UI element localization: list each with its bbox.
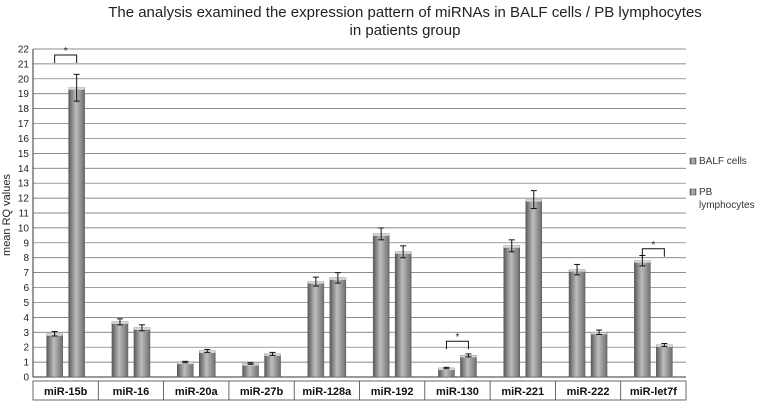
bar-balf-cells [568, 269, 586, 378]
significance-star: * [455, 332, 459, 343]
bar-pb-lymphocytes [525, 199, 542, 378]
category-label: miR-20a [175, 386, 219, 398]
category-label: miR-let7f [630, 386, 677, 398]
y-tick-label: 18 [18, 104, 30, 115]
legend-label-pb: PB lymphocytes [699, 187, 755, 211]
bar-pb-lymphocytes [656, 344, 673, 378]
y-tick-label: 13 [18, 179, 30, 190]
y-tick-label: 12 [18, 194, 30, 205]
y-tick-label: 20 [18, 74, 30, 85]
significance-bracket [445, 340, 469, 350]
bar-balf-cells [242, 363, 259, 378]
category-labels: miR-15b miR-16 miR-20a miR-27b miR-128a miR-1… [32, 380, 687, 401]
legend-label-pb-line-1: PB [699, 187, 713, 198]
y-tick-label: 4 [23, 313, 29, 324]
y-tick-label: 15 [18, 149, 30, 160]
y-tick-label: 9 [23, 238, 29, 249]
y-tick-label: 17 [18, 119, 30, 130]
category-label: miR-222 [567, 386, 610, 398]
category-label: miR-130 [436, 386, 479, 398]
significance-bracket [54, 54, 78, 63]
y-tick-label: 8 [23, 253, 29, 264]
bar-balf-cells [111, 321, 129, 378]
bar-pb-lymphocytes [68, 87, 85, 378]
bar-balf-cells [307, 281, 325, 378]
legend-swatch-pb [689, 188, 697, 196]
category-label: miR-128a [302, 386, 352, 398]
y-tick-label: 16 [18, 134, 30, 145]
bar-pb-lymphocytes [394, 251, 412, 378]
bars [46, 87, 673, 378]
legend-label-pb-line-2: lymphocytes [699, 200, 755, 211]
bar-pb-lymphocytes [133, 327, 151, 378]
bar-pb-lymphocytes [590, 332, 608, 378]
legend-swatch-balf [689, 157, 697, 165]
grid-lines [32, 48, 686, 378]
y-tick-label: 19 [18, 89, 30, 100]
legend: BALF cells PB lymphocytes [689, 156, 755, 211]
y-tick-label: 21 [18, 59, 30, 70]
significance-bracket [641, 248, 665, 257]
y-tick-label: 1 [23, 358, 29, 369]
y-axis-label: mean RQ values [1, 174, 13, 256]
significance-star: * [651, 240, 655, 251]
category-label: miR-15b [44, 386, 88, 398]
significance-star: * [64, 46, 68, 57]
y-tick-label: 11 [19, 209, 30, 220]
legend-label-balf: BALF cells [699, 156, 747, 167]
bar-pb-lymphocytes [199, 350, 216, 378]
bar-pb-lymphocytes [329, 277, 347, 378]
category-label: miR-16 [113, 386, 150, 398]
y-tick-label: 22 [18, 45, 30, 56]
chart-title-line-1: The analysis examined the expression pat… [108, 4, 702, 21]
significance-marks: * * * [54, 46, 665, 350]
bar-balf-cells [46, 333, 63, 378]
bar-balf-cells [634, 260, 651, 378]
y-tick-label: 6 [23, 283, 29, 294]
y-tick-label: 0 [23, 373, 29, 384]
category-label: miR-27b [240, 386, 284, 398]
bar-pb-lymphocytes [264, 353, 281, 378]
category-label: miR-221 [501, 386, 544, 398]
bar-balf-cells [503, 245, 520, 378]
y-tick-label: 3 [23, 328, 29, 339]
bar-balf-cells [372, 233, 390, 378]
error-bars [51, 73, 668, 370]
bar-balf-cells [177, 361, 194, 378]
chart-title-line-2: in patients group [350, 22, 461, 39]
y-tick-label: 14 [18, 164, 30, 175]
bar-pb-lymphocytes [460, 355, 477, 378]
category-label: miR-192 [371, 386, 414, 398]
y-tick-label: 2 [23, 343, 29, 354]
y-tick-label: 10 [18, 223, 30, 234]
y-tick-label: 5 [23, 298, 29, 309]
y-tick-label: 7 [23, 268, 29, 279]
